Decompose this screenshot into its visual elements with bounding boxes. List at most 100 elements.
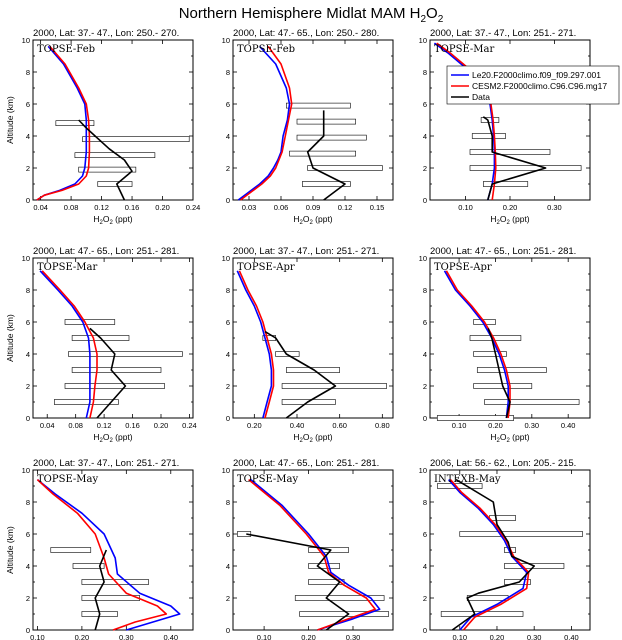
y-tick-label: 2 xyxy=(226,382,230,391)
data-range-bar xyxy=(237,531,252,537)
plot-frame xyxy=(232,257,394,419)
data-range-bar xyxy=(483,181,529,187)
series-data xyxy=(264,330,337,419)
data-range-bar xyxy=(459,531,583,537)
legend-label: CESM2.F2000climo.C96.C96.mg17 xyxy=(472,81,607,91)
data-range-bar xyxy=(71,367,162,373)
panel-title: 2000, Lat: 47.- 65., Lon: 251.- 281. xyxy=(233,458,379,469)
x-tick-label: 0.10 xyxy=(452,633,467,640)
y-tick-label: 10 xyxy=(222,36,230,45)
panel-title: 2000, Lat: 37.- 47., Lon: 250.- 270. xyxy=(33,28,179,39)
y-tick-label: 6 xyxy=(423,100,427,109)
y-tick-label: 8 xyxy=(423,498,427,507)
y-tick-label: 8 xyxy=(226,498,230,507)
x-tick-label: 0.12 xyxy=(94,203,109,212)
data-range-bar xyxy=(469,149,551,155)
y-tick-label: 4 xyxy=(26,132,30,141)
y-tick-label: 6 xyxy=(26,100,30,109)
y-tick-label: 4 xyxy=(423,132,427,141)
x-tick-label: 0.16 xyxy=(125,421,140,430)
x-axis-label: H2O2 (ppt) xyxy=(293,214,332,226)
x-tick-label: 0.10 xyxy=(458,203,473,212)
data-range-bar xyxy=(78,166,137,173)
y-tick-label: 4 xyxy=(26,562,30,571)
x-tick-label: 0.40 xyxy=(163,633,178,640)
series-data xyxy=(482,116,547,201)
y-tick-label: 10 xyxy=(419,254,427,263)
x-tick-label: 0.80 xyxy=(375,421,390,430)
campaign-label: TOPSE-Mar xyxy=(434,44,495,55)
series-data xyxy=(306,110,346,201)
data-range-bar xyxy=(286,102,351,109)
data-range-bar xyxy=(294,595,385,601)
panel-title: 2000, Lat: 47.- 65., Lon: 251.- 281. xyxy=(33,246,179,257)
y-tick-label: 10 xyxy=(419,466,427,475)
x-tick-label: 0.40 xyxy=(290,421,305,430)
y-tick-label: 4 xyxy=(423,350,427,359)
x-axis-label: H2O2 (ppt) xyxy=(93,432,132,444)
panel-title: 2000, Lat: 47.- 65., Lon: 251.- 281. xyxy=(430,246,576,257)
data-range-bar xyxy=(82,136,190,142)
y-tick-label: 6 xyxy=(423,318,427,327)
y-tick-label: 2 xyxy=(423,594,427,603)
data-range-bar xyxy=(97,181,133,187)
series-cesm2 xyxy=(41,270,98,419)
y-tick-label: 10 xyxy=(22,254,30,263)
x-tick-label: 0.12 xyxy=(97,421,112,430)
y-tick-label: 2 xyxy=(26,594,30,603)
series-data xyxy=(94,549,108,631)
data-range-bar xyxy=(68,351,183,357)
panel-title: 2000, Lat: 47.- 65., Lon: 250.- 280. xyxy=(233,28,379,39)
data-range-bar xyxy=(289,150,356,157)
y-tick-label: 8 xyxy=(423,286,427,295)
series-cesm2 xyxy=(238,270,275,419)
x-tick-label: 0.30 xyxy=(527,633,542,640)
y-tick-label: 6 xyxy=(26,530,30,539)
campaign-label: TOPSE-Feb xyxy=(37,44,95,55)
campaign-label: INTEXB-May xyxy=(434,474,501,485)
y-tick-label: 4 xyxy=(226,562,230,571)
x-tick-label: 0.20 xyxy=(301,633,316,640)
x-tick-label: 0.20 xyxy=(154,421,169,430)
y-tick-label: 2 xyxy=(423,382,427,391)
data-range-bar xyxy=(466,595,509,601)
y-tick-label: 10 xyxy=(222,466,230,475)
x-tick-label: 0.20 xyxy=(488,421,503,430)
panel-6: 2000, Lat: 47.- 65., Lon: 251.- 281. 0 2 4 6… xyxy=(419,246,591,444)
data-range-bar xyxy=(64,319,116,325)
data-range-bar xyxy=(308,563,340,569)
panel-title: 2006, Lat: 56.- 62., Lon: 205.- 215. xyxy=(430,458,576,469)
y-tick-label: 0 xyxy=(26,196,30,205)
y-tick-label: 0 xyxy=(423,626,427,635)
series-cesm2 xyxy=(240,45,293,201)
campaign-label: TOPSE-May xyxy=(237,474,299,485)
data-range-bar xyxy=(54,399,119,405)
y-tick-label: 2 xyxy=(226,594,230,603)
data-range-bar xyxy=(489,515,516,521)
series-cesm2 xyxy=(248,478,377,631)
panel-8: 2000, Lat: 47.- 65., Lon: 251.- 281. 0 2 4 6… xyxy=(222,458,394,640)
campaign-label: TOPSE-Feb xyxy=(237,44,295,55)
series-le20 xyxy=(39,270,91,419)
figure-title: Northern Hemisphere Midlat MAM H2O2 xyxy=(179,5,444,25)
series-data xyxy=(451,478,536,631)
campaign-label: TOPSE-Apr xyxy=(434,262,492,273)
legend-frame xyxy=(446,65,620,105)
y-tick-label: 10 xyxy=(22,36,30,45)
panel-2: 2000, Lat: 47.- 65., Lon: 250.- 280. 0 2 4 6… xyxy=(222,28,394,226)
x-axis-label: H2O2 (ppt) xyxy=(93,214,132,226)
series-data xyxy=(89,327,127,419)
panel-title: 2000, Lat: 37.- 47., Lon: 251.- 271. xyxy=(33,458,179,469)
series-data xyxy=(246,533,350,631)
data-range-bar xyxy=(437,483,483,489)
y-tick-label: 0 xyxy=(226,196,230,205)
data-range-bar xyxy=(469,165,582,171)
x-tick-label: 0.04 xyxy=(40,421,55,430)
panel-title: 2000, Lat: 37.- 47., Lon: 251.- 271. xyxy=(233,246,379,257)
y-tick-label: 0 xyxy=(226,414,230,423)
x-tick-label: 0.30 xyxy=(525,421,540,430)
y-tick-label: 6 xyxy=(226,100,230,109)
data-range-bar xyxy=(307,165,383,171)
series-data xyxy=(78,119,133,201)
